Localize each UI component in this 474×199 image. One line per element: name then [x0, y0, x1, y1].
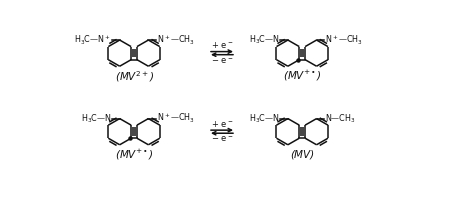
Text: H$_3$C—N: H$_3$C—N [81, 112, 111, 125]
Text: (MV$^{+\bullet}$): (MV$^{+\bullet}$) [283, 69, 322, 83]
Text: (MV$^{2+}$): (MV$^{2+}$) [115, 69, 154, 84]
Text: N$^+$—CH$_3$: N$^+$—CH$_3$ [157, 33, 195, 47]
Text: (MV): (MV) [290, 150, 314, 160]
Text: (MV$^{+\bullet}$): (MV$^{+\bullet}$) [115, 148, 154, 162]
Text: N$^+$—CH$_3$: N$^+$—CH$_3$ [157, 112, 195, 125]
Text: N$^+$—CH$_3$: N$^+$—CH$_3$ [325, 33, 363, 47]
Text: H$_3$C—N$^+$: H$_3$C—N$^+$ [74, 33, 111, 47]
Text: N—CH$_3$: N—CH$_3$ [325, 112, 356, 125]
Text: H$_3$C—N: H$_3$C—N [249, 112, 279, 125]
Text: − e$^-$: − e$^-$ [211, 56, 233, 66]
Text: H$_3$C—N: H$_3$C—N [249, 34, 279, 46]
Text: + e$^-$: + e$^-$ [211, 40, 233, 50]
Text: − e$^-$: − e$^-$ [211, 135, 233, 144]
Text: + e$^-$: + e$^-$ [211, 119, 233, 129]
